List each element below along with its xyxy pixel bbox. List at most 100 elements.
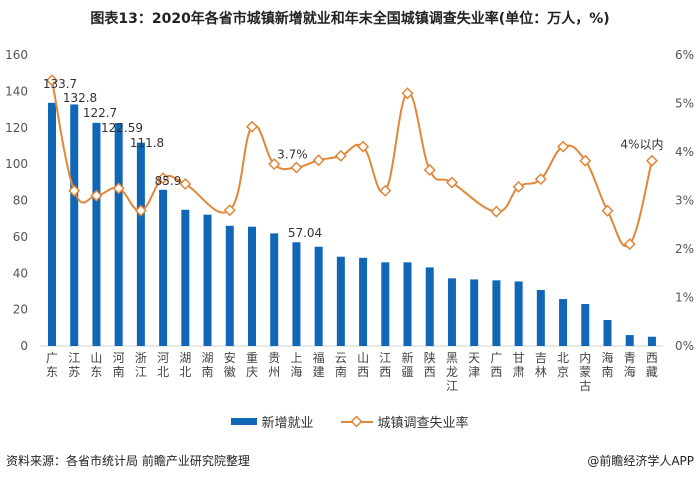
left-tick-label: 120 [5,121,28,135]
bar [159,189,168,346]
category-label: 南 [202,364,214,379]
category-label: 河 [113,351,125,365]
line-marker [490,205,503,218]
line-marker [290,161,303,174]
category-label: 湖 [202,350,214,365]
bar [647,336,656,346]
bar [425,267,434,346]
bar [536,289,545,346]
line-marker [379,184,392,197]
bar-data-label: 122.7 [83,106,117,120]
line-marker [90,189,103,202]
category-label: 西 [490,365,502,379]
category-label: 福 [313,350,325,365]
category-label: 北 [157,365,169,379]
category-label: 江 [135,365,147,379]
legend-bar-swatch [231,418,258,425]
category-label: 云 [335,351,347,365]
bar [292,242,301,346]
line-marker [357,140,370,153]
category-label: 龙 [446,365,458,379]
bar [359,257,368,346]
bar-data-label: 133.7 [43,77,77,91]
bar [625,335,634,346]
category-label: 江 [446,379,458,393]
category-label: 吉 [535,351,547,365]
category-label: 江 [68,351,80,365]
right-tick-label: 3% [675,194,694,208]
category-label: 京 [557,365,569,379]
category-label: 江 [379,351,391,365]
bar [559,299,568,346]
line-marker [601,204,614,217]
category-label: 海 [624,364,636,379]
line-marker [68,184,81,197]
bar-data-label: 85.9 [155,174,182,188]
bar-data-label: 57.04 [288,226,322,240]
category-label: 陕 [424,350,436,365]
left-tick-label: 160 [5,48,28,62]
bar [514,281,523,346]
line-marker [245,120,258,133]
category-label: 北 [179,365,191,379]
category-label: 青 [624,351,636,365]
legend-bar-label: 新增就业 [261,416,314,431]
bar [581,303,590,346]
category-label: 南 [601,364,613,379]
line-marker [45,74,59,87]
bar [247,226,256,346]
left-tick-label: 0 [20,339,28,353]
category-label: 苏 [68,365,80,379]
left-tick-label: 20 [13,303,28,317]
category-label: 南 [113,364,125,379]
category-label: 庆 [246,365,258,379]
category-label: 东 [46,365,58,379]
bar [447,278,456,346]
category-label: 蒙 [579,365,591,379]
line-marker [112,182,125,195]
line-marker [579,154,592,167]
right-tick-label: 2% [675,242,694,256]
legend-line-label: 城镇调查失业率 [377,416,469,431]
left-tick-label: 100 [5,157,28,171]
line-marker [623,238,636,251]
line-data-label: 3.7% [277,148,308,162]
category-label: 贵 [268,351,280,365]
left-tick-label: 40 [13,266,28,280]
bar [314,246,323,346]
category-label: 甘 [513,351,525,365]
category-label: 广 [490,351,502,365]
bar [381,262,390,346]
bar [181,209,190,346]
line-marker [179,177,192,191]
category-label: 新 [402,350,414,365]
bar [136,142,145,346]
category-label: 山 [357,351,369,365]
bar [203,214,212,346]
category-label: 林 [535,365,547,379]
category-label: 疆 [402,365,414,379]
category-label: 西 [424,365,436,379]
category-label: 西 [646,351,658,365]
category-label: 河 [157,351,169,365]
category-label: 内 [579,351,591,365]
bar-data-label: 122.59 [101,121,143,135]
bar [492,280,501,346]
category-label: 肃 [513,365,525,379]
category-label: 建 [313,365,325,379]
chart-title: 图表13：2020年各省市城镇新增就业和年末全国城镇调查失业率(单位：万人，%) [90,11,610,27]
line-marker [534,173,547,186]
bar [270,233,279,346]
right-tick-label: 5% [675,97,694,111]
category-label: 州 [268,365,280,379]
line-marker [268,158,281,171]
category-label: 古 [579,378,591,393]
legend-item-line: 城镇调查失业率 [340,412,469,431]
category-label: 湖 [179,350,191,365]
bar-data-label: 132.8 [63,91,97,105]
line-marker [645,154,658,167]
category-label: 津 [468,365,480,379]
category-label: 山 [90,351,102,365]
line-marker [512,180,525,193]
